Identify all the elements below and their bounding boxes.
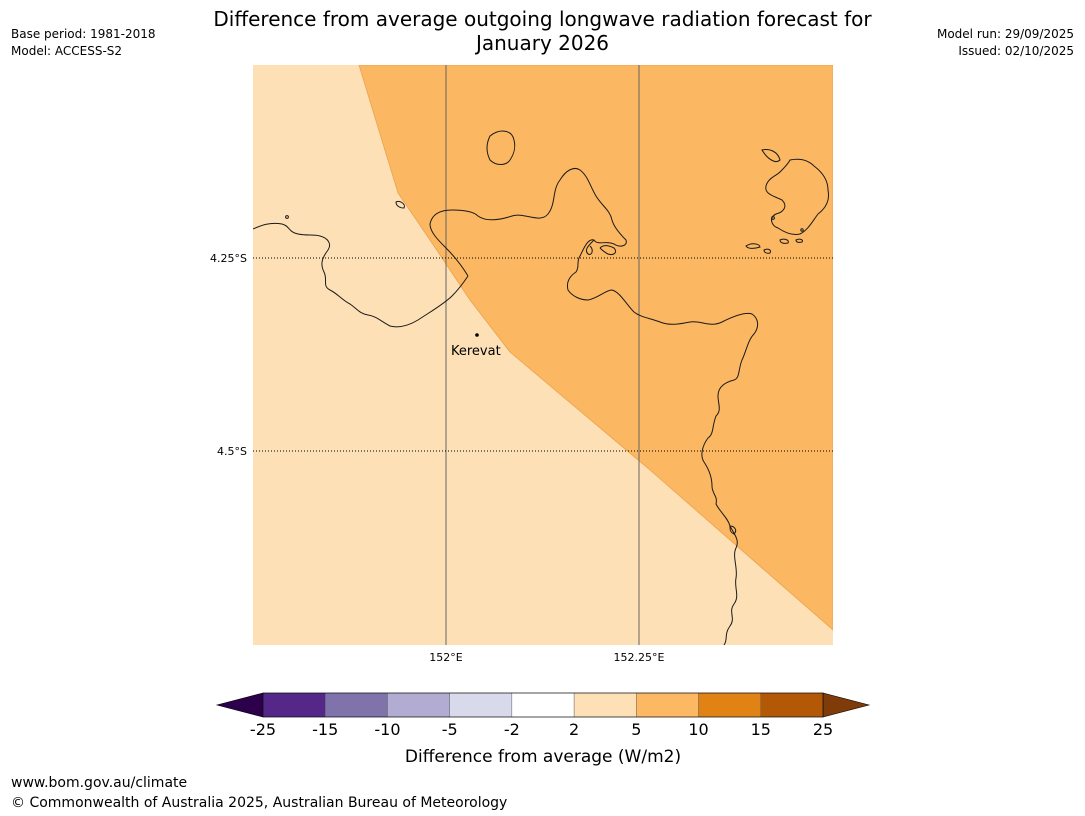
colorbar-tick-0: -25 xyxy=(250,720,276,739)
metadata-right: Model run: 29/09/2025 Issued: 02/10/2025 xyxy=(937,26,1074,60)
colorbar-tick-2: -10 xyxy=(374,720,400,739)
kerevat-marker xyxy=(475,333,479,337)
lon-label-152-25: 152.25°E xyxy=(614,651,665,664)
colorbar-swatch-0 xyxy=(262,692,326,718)
colorbar-swatch-6 xyxy=(636,692,699,718)
coastline xyxy=(253,130,829,645)
lon-label-152: 152°E xyxy=(429,651,462,664)
map-panel: Kerevat xyxy=(253,65,833,645)
colorbar-label: Difference from average (W/m2) xyxy=(405,747,681,767)
colorbar-swatch-7 xyxy=(698,692,761,718)
colorbar: -25 -15 -10 -5 -2 2 5 10 15 25 Difference from av… xyxy=(215,692,871,767)
colorbar-tick-4: -2 xyxy=(504,720,520,739)
lat-label-4-25: 4.25°S xyxy=(210,252,247,265)
colorbar-swatch-1 xyxy=(325,692,388,718)
colorbar-over-arrow xyxy=(822,692,871,718)
colorbar-tick-3: -5 xyxy=(442,720,458,739)
colorbar-tick-6: 5 xyxy=(631,720,641,739)
colorbar-swatch-3 xyxy=(449,692,513,718)
region-5-to-10 xyxy=(358,65,833,631)
colorbar-tick-1: -15 xyxy=(312,720,338,739)
colorbar-swatch-8 xyxy=(760,692,824,718)
kerevat-label: Kerevat xyxy=(451,344,501,359)
base-period: Base period: 1981-2018 xyxy=(11,27,156,41)
colorbar-tick-9: 25 xyxy=(813,720,833,739)
issued-date: Issued: 02/10/2025 xyxy=(958,44,1074,58)
colorbar-tick-5: 2 xyxy=(569,720,579,739)
footer-copyright: © Commonwealth of Australia 2025, Austra… xyxy=(11,795,508,811)
model-name: Model: ACCESS-S2 xyxy=(11,44,123,58)
metadata-left: Base period: 1981-2018 Model: ACCESS-S2 xyxy=(11,26,156,60)
map-title: Difference from average outgoing longwav… xyxy=(180,7,905,55)
map-title-line2: January 2026 xyxy=(475,31,610,55)
colorbar-swatch-4 xyxy=(511,692,575,718)
colorbar-under-arrow xyxy=(215,692,264,718)
map-title-line1: Difference from average outgoing longwav… xyxy=(213,7,872,31)
colorbar-tick-7: 10 xyxy=(688,720,708,739)
colorbar-tick-8: 15 xyxy=(751,720,771,739)
lat-label-4-5: 4.5°S xyxy=(217,445,247,458)
colorbar-swatch-5 xyxy=(573,692,637,718)
model-run: Model run: 29/09/2025 xyxy=(936,27,1074,41)
colorbar-frame xyxy=(262,692,824,718)
footer-url[interactable]: www.bom.gov.au/climate xyxy=(11,775,188,791)
colorbar-swatch-2 xyxy=(387,692,450,718)
